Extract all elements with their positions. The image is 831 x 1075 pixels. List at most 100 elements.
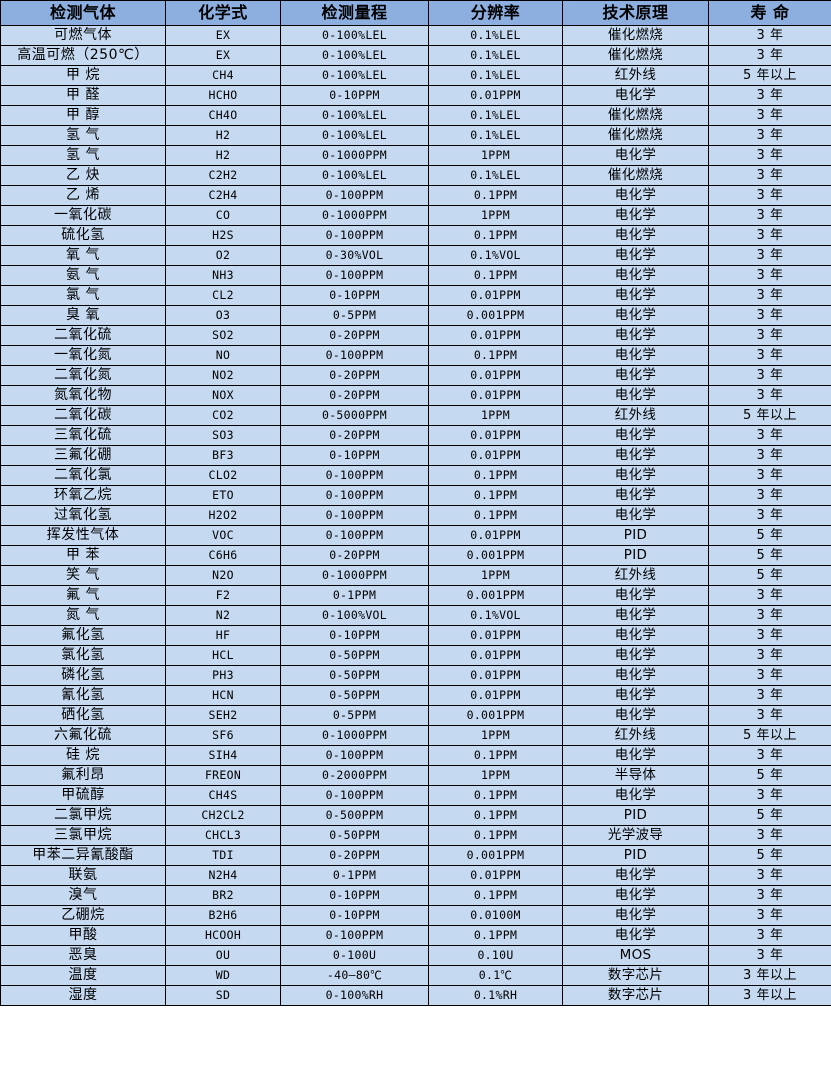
cell-life: 3 年 [708,285,831,306]
cell-formula: H2 [165,125,281,146]
cell-formula: H2S [165,225,281,246]
cell-range: 0-20PPM [280,365,429,386]
cell-range: 0-5PPM [280,305,429,326]
cell-life: 5 年以上 [708,405,831,426]
cell-res: 0.1%LEL [428,125,563,146]
cell-gas: 氯化氢 [0,645,166,666]
cell-tech: PID [562,525,709,546]
cell-gas: 甲 苯 [0,545,166,566]
cell-res: 0.01PPM [428,645,563,666]
cell-formula: HCOOH [165,925,281,946]
cell-gas: 乙硼烷 [0,905,166,926]
cell-tech: 红外线 [562,725,709,746]
cell-gas: 氮 气 [0,605,166,626]
cell-tech: 电化学 [562,285,709,306]
cell-life: 3 年 [708,25,831,46]
cell-tech: 电化学 [562,185,709,206]
column-header-resolution: 分辨率 [428,0,563,26]
cell-tech: 电化学 [562,225,709,246]
table-row: 甲 醇 CH4O 0-100%LEL 0.1%LEL 催化燃烧 3 年 [0,105,831,126]
table-row: 氨 气 NH3 0-100PPM 0.1PPM 电化学 3 年 [0,265,831,286]
cell-tech: PID [562,545,709,566]
cell-res: 1PPM [428,405,563,426]
table-row: 三氯甲烷 CHCL3 0-50PPM 0.1PPM 光学波导 3 年 [0,825,831,846]
cell-res: 0.1PPM [428,185,563,206]
cell-gas: 氟利昂 [0,765,166,786]
cell-range: 0-500PPM [280,805,429,826]
cell-life: 3 年 [708,945,831,966]
cell-tech: 电化学 [562,865,709,886]
cell-tech: 电化学 [562,905,709,926]
cell-tech: 电化学 [562,665,709,686]
cell-gas: 硫化氢 [0,225,166,246]
cell-range: 0-100%LEL [280,105,429,126]
table-row: 氟 气 F2 0-1PPM 0.001PPM 电化学 3 年 [0,585,831,606]
cell-range: 0-100PPM [280,265,429,286]
cell-range: 0-20PPM [280,845,429,866]
cell-res: 0.1PPM [428,925,563,946]
cell-gas: 甲 醇 [0,105,166,126]
cell-gas: 氢 气 [0,145,166,166]
table-row: 甲 苯 C6H6 0-20PPM 0.001PPM PID 5 年 [0,545,831,566]
cell-tech: 催化燃烧 [562,45,709,66]
table-row: 氢 气 H2 0-100%LEL 0.1%LEL 催化燃烧 3 年 [0,125,831,146]
cell-gas: 笑 气 [0,565,166,586]
cell-formula: ETO [165,485,281,506]
cell-formula: BF3 [165,445,281,466]
cell-gas: 磷化氢 [0,665,166,686]
cell-res: 1PPM [428,205,563,226]
cell-formula: SO3 [165,425,281,446]
cell-res: 0.1PPM [428,885,563,906]
cell-tech: 电化学 [562,625,709,646]
cell-formula: SIH4 [165,745,281,766]
cell-life: 3 年 [708,365,831,386]
cell-res: 1PPM [428,725,563,746]
table-row: 挥发性气体 VOC 0-100PPM 0.01PPM PID 5 年 [0,525,831,546]
cell-life: 3 年 [708,305,831,326]
table-row: 甲苯二异氰酸酯 TDI 0-20PPM 0.001PPM PID 5 年 [0,845,831,866]
cell-res: 0.1PPM [428,265,563,286]
column-header-range: 检测量程 [280,0,429,26]
cell-gas: 三氟化硼 [0,445,166,466]
cell-range: 0-1000PPM [280,565,429,586]
cell-tech: MOS [562,945,709,966]
table-row: 氟化氢 HF 0-10PPM 0.01PPM 电化学 3 年 [0,625,831,646]
cell-range: 0-30%VOL [280,245,429,266]
cell-life: 3 年 [708,625,831,646]
cell-life: 3 年 [708,205,831,226]
cell-res: 0.10U [428,945,563,966]
cell-gas: 高温可燃（250℃） [0,45,166,66]
cell-res: 0.01PPM [428,385,563,406]
cell-tech: 电化学 [562,585,709,606]
cell-tech: 电化学 [562,645,709,666]
cell-gas: 氢 气 [0,125,166,146]
cell-res: 0.01PPM [428,365,563,386]
cell-range: 0-100PPM [280,345,429,366]
cell-tech: 红外线 [562,565,709,586]
table-row: 甲 醛 HCHO 0-10PPM 0.01PPM 电化学 3 年 [0,85,831,106]
cell-life: 5 年 [708,805,831,826]
cell-range: 0-10PPM [280,445,429,466]
cell-life: 3 年 [708,645,831,666]
cell-res: 0.01PPM [428,865,563,886]
table-row: 乙 烯 C2H4 0-100PPM 0.1PPM 电化学 3 年 [0,185,831,206]
cell-range: 0-100PPM [280,745,429,766]
cell-range: 0-1000PPM [280,145,429,166]
cell-tech: 电化学 [562,265,709,286]
cell-life: 3 年 [708,225,831,246]
cell-formula: CHCL3 [165,825,281,846]
table-row: 甲酸 HCOOH 0-100PPM 0.1PPM 电化学 3 年 [0,925,831,946]
cell-gas: 氟 气 [0,585,166,606]
table-row: 乙硼烷 B2H6 0-10PPM 0.0100M 电化学 3 年 [0,905,831,926]
cell-formula: CH4S [165,785,281,806]
column-header-lifespan: 寿 命 [708,0,831,26]
cell-life: 3 年 [708,825,831,846]
cell-res: 0.1PPM [428,465,563,486]
cell-formula: CH2CL2 [165,805,281,826]
cell-formula: H2 [165,145,281,166]
cell-life: 3 年 [708,445,831,466]
cell-gas: 甲苯二异氰酸酯 [0,845,166,866]
cell-formula: F2 [165,585,281,606]
cell-range: 0-50PPM [280,645,429,666]
cell-range: 0-100%VOL [280,605,429,626]
